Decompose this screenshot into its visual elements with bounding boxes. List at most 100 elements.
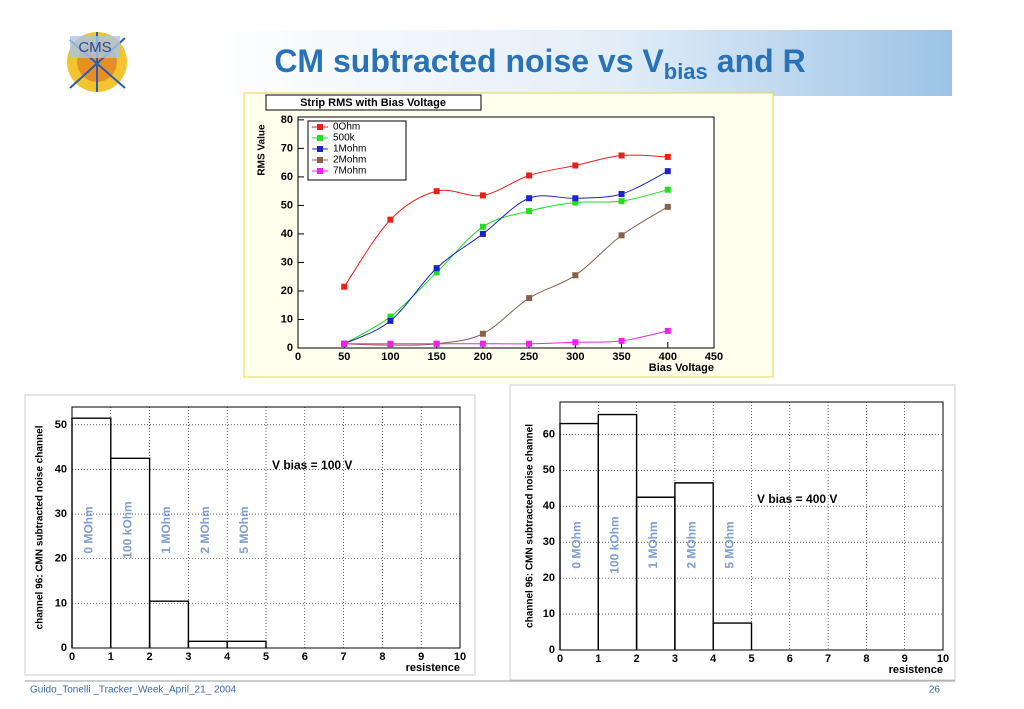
x-tick-label: 9 bbox=[902, 653, 908, 665]
data-point bbox=[572, 195, 579, 202]
y-tick-label: 60 bbox=[281, 171, 293, 183]
legend-marker bbox=[317, 146, 323, 152]
data-point bbox=[618, 152, 625, 159]
bin-label: 0 MOhm bbox=[82, 506, 96, 553]
y-tick-label: 10 bbox=[543, 608, 555, 620]
legend-label: 1Mohm bbox=[333, 144, 366, 155]
histogram-bin bbox=[712, 622, 753, 650]
y-tick-label: 50 bbox=[281, 199, 293, 211]
y-tick-label: 80 bbox=[281, 114, 293, 126]
bin-label: 1 MOhm bbox=[159, 506, 173, 553]
chart-title-box bbox=[265, 94, 482, 111]
x-tick-label: 5 bbox=[263, 651, 269, 663]
x-axis-label: resistence bbox=[889, 664, 943, 676]
data-point bbox=[433, 340, 440, 347]
legend-marker bbox=[317, 135, 323, 141]
x-tick-label: 0 bbox=[557, 653, 563, 665]
data-point bbox=[526, 340, 533, 347]
x-tick-label: 450 bbox=[705, 351, 723, 363]
y-tick-label: 30 bbox=[281, 256, 293, 268]
y-axis-label: channel 96: CMN subtracted noise channel bbox=[525, 424, 536, 628]
x-tick-label: 8 bbox=[863, 653, 869, 665]
data-point bbox=[341, 340, 348, 347]
data-point bbox=[618, 232, 625, 239]
data-point bbox=[433, 269, 440, 276]
y-tick-label: 50 bbox=[55, 419, 67, 431]
y-axis-label: RMS Value bbox=[257, 124, 268, 176]
data-point bbox=[479, 330, 486, 337]
x-axis-label: Bias Voltage bbox=[649, 362, 714, 374]
x-tick-label: 250 bbox=[520, 351, 538, 363]
y-axis-label: channel 96: CMN subtracted noise channel bbox=[35, 425, 46, 629]
data-point bbox=[433, 265, 440, 272]
data-point bbox=[572, 162, 579, 169]
y-tick-label: 20 bbox=[281, 285, 293, 297]
series-line bbox=[344, 170, 668, 345]
bin-label: 5 MOhm bbox=[723, 521, 737, 568]
legend-marker bbox=[317, 157, 323, 163]
data-point bbox=[618, 198, 625, 205]
x-tick-label: 2 bbox=[634, 653, 640, 665]
x-tick-label: 350 bbox=[612, 351, 630, 363]
y-tick-label: 40 bbox=[55, 463, 67, 475]
slide-title: CM subtracted noise vs Vbias and R bbox=[274, 43, 805, 83]
x-tick-label: 5 bbox=[748, 653, 754, 665]
x-tick-label: 0 bbox=[69, 651, 75, 663]
data-point bbox=[433, 188, 440, 195]
bin-label: 0 MOhm bbox=[569, 521, 583, 568]
data-point bbox=[479, 223, 486, 230]
data-point bbox=[387, 216, 394, 223]
annotation: V bias = 100 V bbox=[272, 458, 352, 472]
legend-label: 0Ohm bbox=[333, 122, 360, 133]
histogram-bin bbox=[148, 600, 190, 648]
data-point bbox=[526, 295, 533, 302]
x-tick-label: 150 bbox=[427, 351, 445, 363]
legend-marker bbox=[317, 124, 323, 130]
x-axis-label: resistence bbox=[406, 662, 460, 674]
y-tick-label: 10 bbox=[281, 313, 293, 325]
series-line bbox=[344, 206, 669, 346]
page-number: 26 bbox=[929, 685, 941, 696]
bin-label: 100 kOhm bbox=[120, 501, 134, 558]
y-tick-label: 30 bbox=[543, 536, 555, 548]
legend-label: 500k bbox=[333, 133, 356, 144]
data-point bbox=[479, 192, 486, 199]
footer-text: Guido_Tonelli _Tracker_Week_April_21_ 20… bbox=[30, 685, 237, 696]
x-tick-label: 0 bbox=[295, 351, 301, 363]
x-tick-label: 400 bbox=[659, 351, 677, 363]
x-tick-label: 8 bbox=[379, 651, 385, 663]
data-point bbox=[664, 168, 671, 175]
data-point bbox=[387, 317, 394, 324]
annotation: V bias = 400 V bbox=[757, 492, 837, 506]
x-tick-label: 4 bbox=[224, 651, 231, 663]
data-point bbox=[618, 191, 625, 197]
x-tick-label: 2 bbox=[147, 651, 153, 663]
x-tick-label: 10 bbox=[454, 651, 466, 663]
data-point bbox=[479, 230, 486, 237]
x-tick-label: 50 bbox=[338, 351, 350, 363]
y-tick-label: 0 bbox=[61, 642, 67, 654]
data-point bbox=[526, 208, 533, 215]
y-tick-label: 10 bbox=[55, 597, 67, 609]
y-tick-label: 50 bbox=[543, 464, 555, 476]
data-point bbox=[387, 313, 394, 320]
x-tick-label: 1 bbox=[595, 653, 601, 665]
title-sub: bias bbox=[664, 59, 708, 84]
data-point bbox=[479, 340, 486, 347]
x-tick-label: 6 bbox=[302, 651, 308, 663]
y-tick-label: 20 bbox=[543, 572, 555, 584]
data-point bbox=[526, 195, 533, 202]
svg-text:CMS: CMS bbox=[78, 39, 111, 56]
series-line bbox=[344, 330, 668, 345]
data-point bbox=[387, 340, 394, 347]
data-point bbox=[618, 337, 625, 344]
data-point bbox=[664, 153, 671, 160]
legend-marker bbox=[317, 168, 323, 174]
bin-label: 5 MOhm bbox=[237, 506, 251, 553]
histogram-bin bbox=[674, 482, 714, 650]
x-tick-label: 9 bbox=[418, 651, 424, 663]
title-main: CM subtracted noise vs V bbox=[274, 43, 664, 79]
x-tick-label: 200 bbox=[474, 351, 492, 363]
x-tick-label: 3 bbox=[672, 653, 678, 665]
